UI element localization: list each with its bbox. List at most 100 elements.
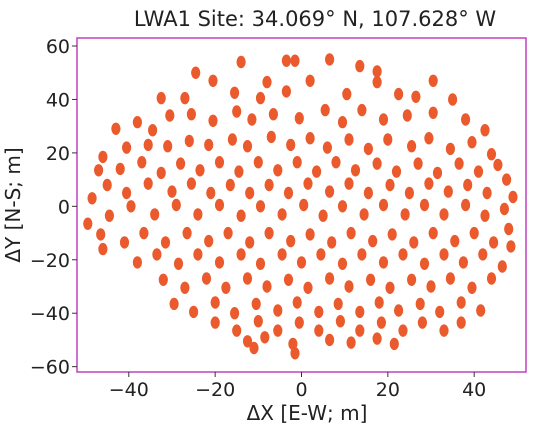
data-point: [184, 134, 194, 148]
data-point: [398, 324, 408, 337]
data-point: [236, 248, 246, 261]
data-point: [204, 234, 214, 248]
data-point: [294, 316, 304, 329]
data-point: [223, 226, 233, 240]
data-point: [337, 200, 348, 213]
data-point: [385, 281, 395, 294]
data-point: [415, 297, 425, 311]
data-point: [191, 66, 201, 79]
data-point: [214, 198, 225, 212]
data-point: [342, 87, 352, 101]
data-point: [305, 228, 315, 241]
data-point: [314, 324, 324, 337]
data-point: [333, 297, 343, 311]
data-point: [96, 228, 106, 241]
y-axis-ticks: −60 −40 −20 0 20 40 60: [30, 36, 77, 379]
data-point: [411, 90, 421, 104]
data-point: [344, 177, 354, 190]
data-point: [193, 248, 203, 261]
data-point: [331, 156, 341, 169]
x-tick-label: −20: [195, 379, 235, 401]
data-point: [163, 140, 173, 153]
data-point: [450, 234, 460, 248]
data-point: [182, 226, 192, 240]
data-point: [230, 86, 240, 100]
data-point: [443, 185, 453, 198]
data-point: [478, 248, 488, 261]
data-point: [473, 165, 484, 178]
data-point: [355, 59, 365, 73]
data-point: [344, 133, 354, 146]
data-point: [210, 316, 220, 329]
data-point: [378, 198, 389, 212]
data-point: [385, 178, 395, 192]
data-point: [288, 337, 298, 351]
data-point: [186, 177, 196, 190]
data-point: [445, 272, 455, 285]
data-point: [372, 332, 382, 345]
data-point: [286, 138, 296, 152]
data-point: [394, 87, 404, 101]
data-point: [439, 324, 449, 337]
data-point: [463, 178, 473, 192]
data-point: [337, 257, 348, 270]
data-point: [115, 162, 125, 176]
data-point: [204, 138, 214, 152]
data-point: [126, 200, 136, 213]
data-point: [176, 157, 186, 170]
x-tick-label: 40: [462, 379, 486, 401]
data-point: [227, 133, 237, 146]
data-point: [208, 74, 218, 88]
data-point: [305, 74, 315, 88]
data-point: [98, 242, 108, 256]
data-point: [428, 74, 438, 88]
data-point: [247, 113, 257, 126]
data-point: [391, 165, 402, 178]
data-point: [180, 281, 190, 294]
data-point: [160, 236, 171, 249]
data-point: [366, 273, 376, 286]
data-point: [454, 157, 464, 170]
data-point: [281, 54, 291, 67]
data-point: [264, 178, 274, 192]
data-point: [150, 208, 160, 221]
x-tick-label: 20: [376, 379, 400, 401]
data-point: [439, 208, 449, 221]
data-point: [456, 296, 466, 309]
data-point: [262, 75, 272, 89]
data-point: [189, 305, 199, 319]
data-point: [260, 331, 270, 344]
data-point: [346, 336, 356, 349]
data-point: [480, 124, 490, 137]
data-point: [413, 157, 423, 170]
data-point: [87, 192, 97, 205]
data-point: [372, 75, 382, 89]
y-tick-label: 40: [46, 89, 70, 111]
data-point: [303, 281, 313, 294]
data-point: [139, 226, 149, 240]
data-point: [469, 226, 479, 240]
data-point: [368, 234, 378, 248]
data-point: [292, 156, 302, 169]
data-point: [210, 296, 220, 309]
data-point: [253, 156, 263, 169]
marker-layer: [83, 53, 518, 360]
data-point: [320, 103, 330, 117]
data-point: [502, 173, 512, 186]
x-tick-label: 0: [295, 379, 307, 401]
data-point: [236, 209, 246, 222]
x-axis-label: ΔX [E-W; m]: [247, 401, 368, 425]
data-point: [111, 122, 121, 135]
data-point: [156, 91, 166, 105]
data-point: [221, 281, 231, 294]
data-point: [152, 248, 162, 261]
data-point: [255, 257, 266, 270]
data-point: [225, 178, 235, 192]
data-point: [208, 114, 218, 128]
data-point: [372, 157, 382, 170]
data-point: [486, 272, 497, 285]
data-point: [156, 166, 166, 180]
data-point: [169, 297, 179, 311]
data-point: [132, 116, 142, 129]
